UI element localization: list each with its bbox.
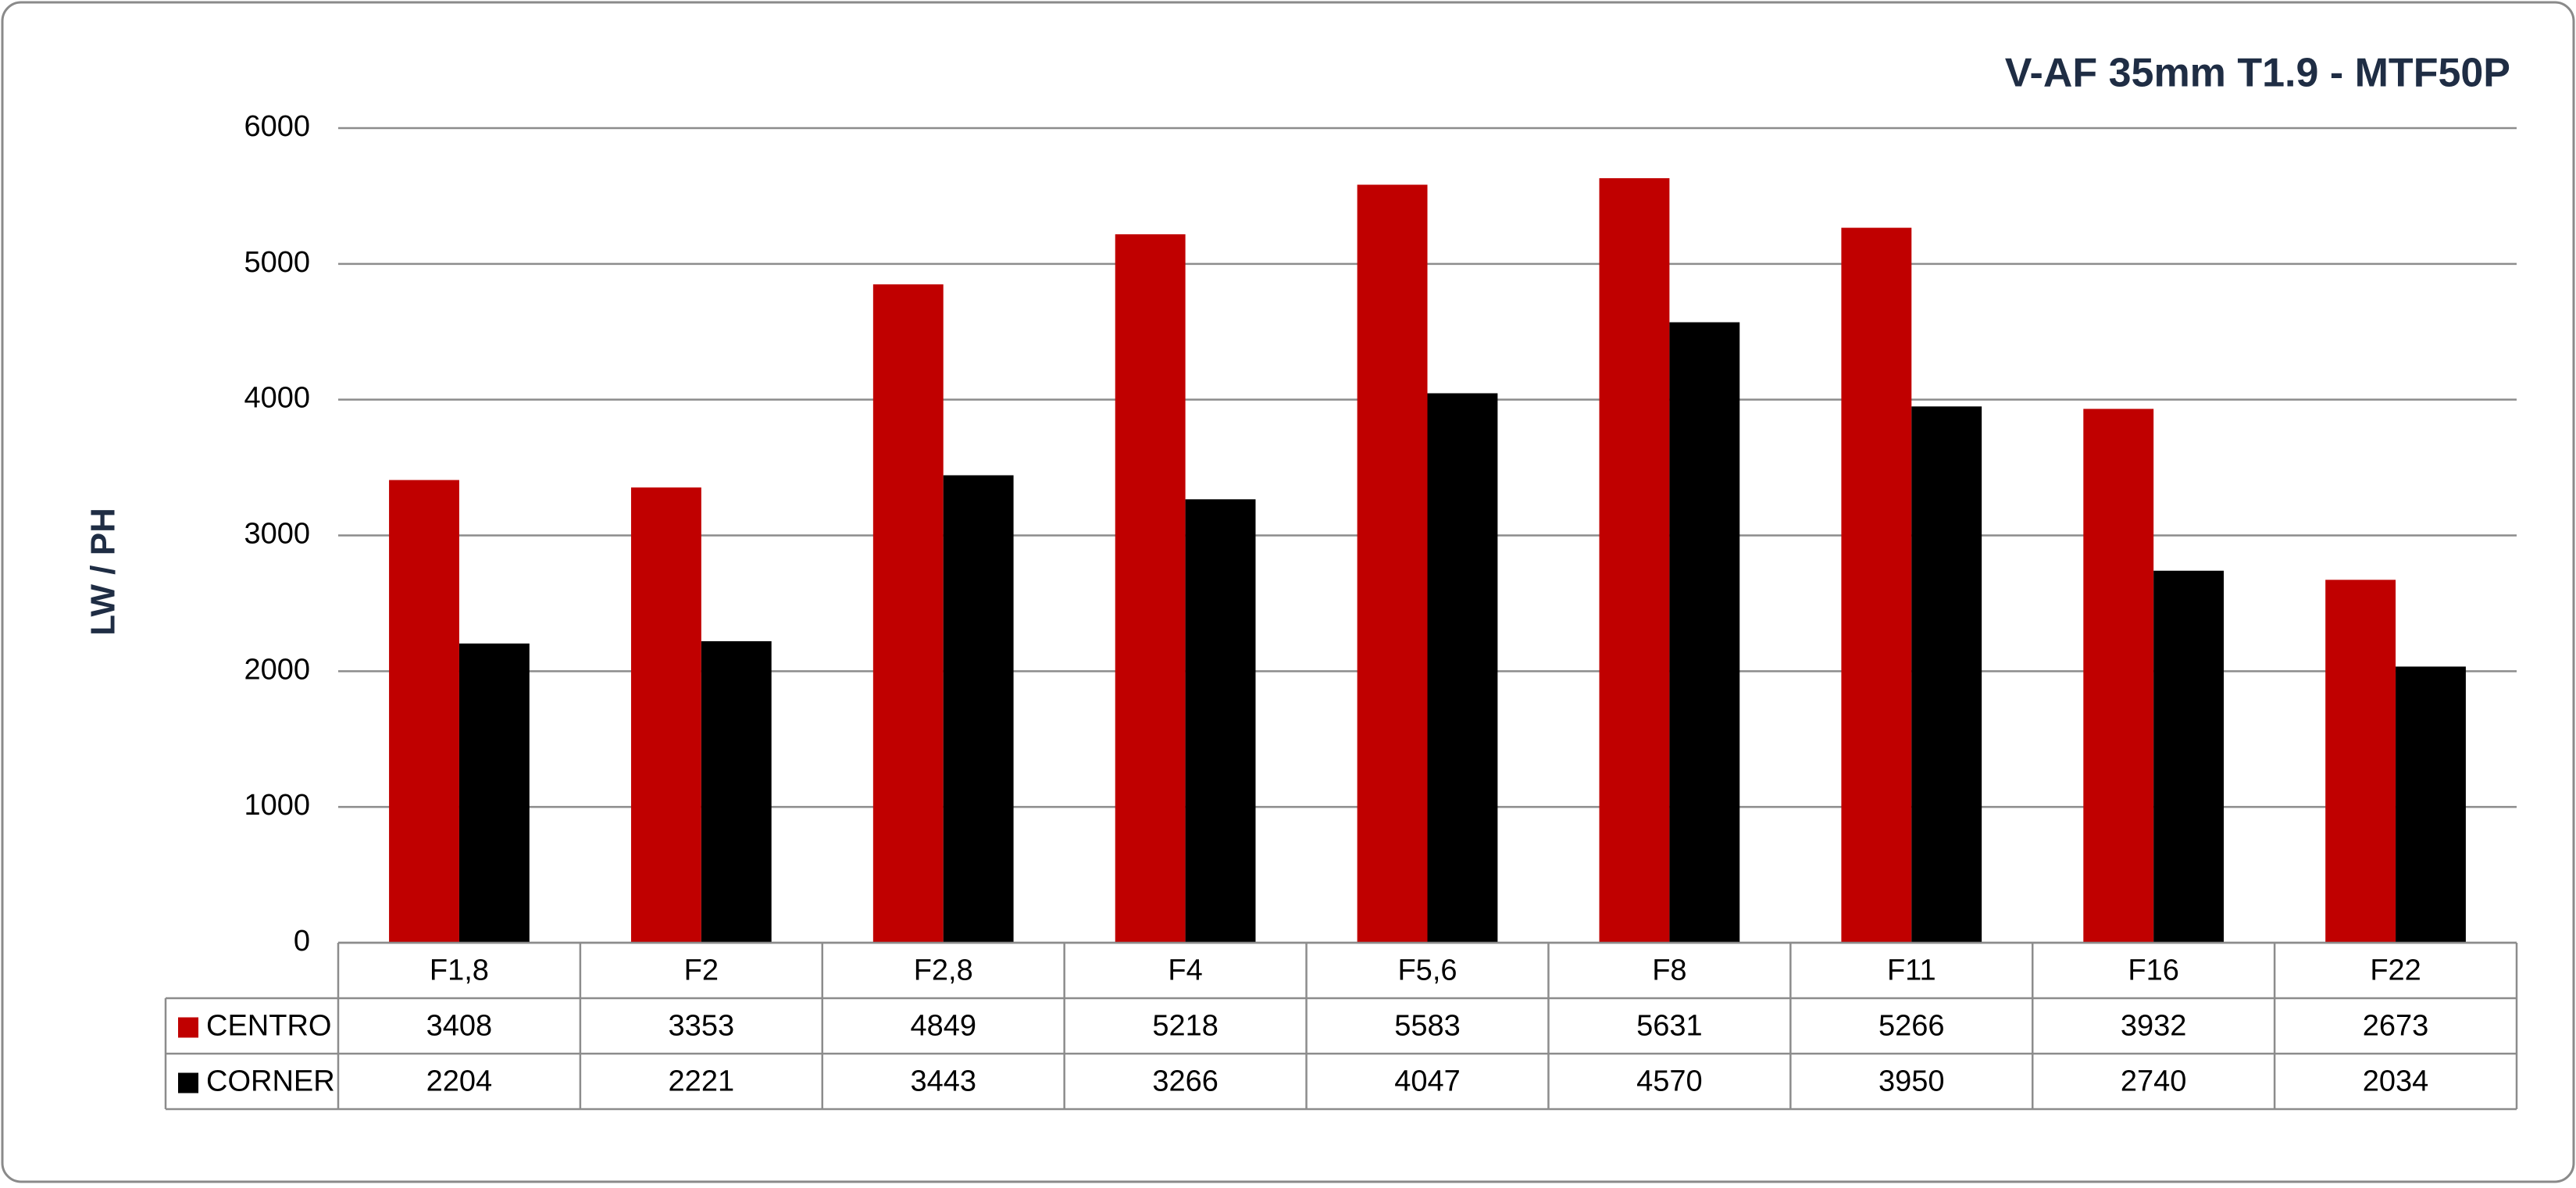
bar — [1427, 393, 1498, 944]
x-tick-label: F11 — [1887, 954, 1936, 987]
bar — [1185, 499, 1256, 943]
bar — [2325, 580, 2396, 943]
table-value: 5266 — [1878, 1010, 1945, 1043]
x-tick-label: F1,8 — [430, 954, 489, 987]
y-axis-label: LW / PH — [84, 508, 123, 636]
y-tick-label: 5000 — [244, 246, 310, 279]
bar — [2083, 408, 2154, 943]
bar — [1841, 227, 1912, 944]
bar — [943, 475, 1014, 943]
bar — [2153, 570, 2225, 943]
bar — [1911, 406, 1982, 943]
x-tick-label: F16 — [2128, 954, 2178, 987]
table-value: 4570 — [1636, 1065, 1703, 1098]
bar — [872, 284, 944, 943]
y-tick-label: 6000 — [244, 110, 310, 143]
legend-swatch — [178, 1017, 198, 1038]
table-value: 2221 — [669, 1065, 735, 1098]
table-value: 5583 — [1394, 1010, 1461, 1043]
table-value: 5631 — [1636, 1010, 1703, 1043]
bar — [1669, 322, 1740, 943]
y-tick-label: 1000 — [244, 789, 310, 822]
table-value: 2034 — [2363, 1065, 2429, 1098]
table-value: 2204 — [426, 1065, 493, 1098]
bar — [1115, 234, 1186, 944]
table-value: 3408 — [426, 1010, 493, 1043]
bar — [630, 487, 701, 943]
table-value: 2673 — [2363, 1010, 2429, 1043]
table-value: 4047 — [1394, 1065, 1461, 1098]
x-tick-label: F5,6 — [1397, 954, 1457, 987]
y-tick-label: 4000 — [244, 382, 310, 415]
y-tick-label: 3000 — [244, 518, 310, 551]
legend-swatch — [178, 1072, 198, 1093]
table-value: 3353 — [669, 1010, 735, 1043]
x-tick-label: F4 — [1168, 954, 1202, 987]
table-value: 4849 — [910, 1010, 976, 1043]
table-value: 3932 — [2121, 1010, 2187, 1043]
y-tick-label: 2000 — [244, 653, 310, 686]
chart-title: V-AF 35mm T1.9 - MTF50P — [2005, 51, 2510, 96]
table-value: 3443 — [910, 1065, 976, 1098]
x-tick-label: F2 — [684, 954, 719, 987]
bar — [1599, 178, 1670, 943]
table-value: 5218 — [1152, 1010, 1218, 1043]
bar — [701, 640, 772, 943]
legend-label: CENTRO — [206, 1010, 331, 1043]
bar — [458, 643, 530, 943]
y-tick-label: 0 — [294, 925, 310, 958]
bar — [389, 480, 459, 943]
bar — [1357, 184, 1428, 943]
table-value: 2740 — [2121, 1065, 2187, 1098]
table-value: 3950 — [1878, 1065, 1945, 1098]
x-tick-label: F2,8 — [914, 954, 973, 987]
x-tick-label: F8 — [1652, 954, 1686, 987]
legend-label: CORNER — [206, 1065, 335, 1098]
x-tick-label: F22 — [2370, 954, 2421, 987]
bar — [2396, 666, 2466, 943]
table-value: 3266 — [1152, 1065, 1218, 1098]
